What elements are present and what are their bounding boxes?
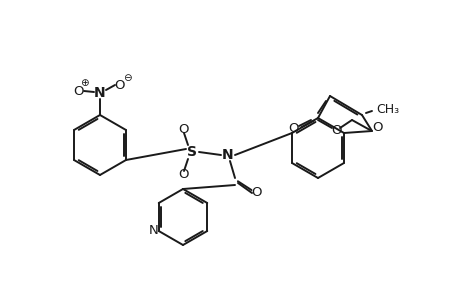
Text: O: O: [114, 79, 125, 92]
Text: O: O: [179, 122, 189, 136]
Text: O: O: [73, 85, 84, 98]
Text: N: N: [149, 224, 158, 238]
Text: N: N: [94, 86, 106, 100]
Text: O: O: [251, 187, 262, 200]
Text: N: N: [222, 148, 233, 162]
Text: O: O: [372, 121, 382, 134]
Text: ⊖: ⊖: [123, 73, 131, 83]
Text: O: O: [331, 124, 341, 136]
Text: S: S: [187, 145, 196, 159]
Text: CH₃: CH₃: [375, 103, 398, 116]
Text: ⊕: ⊕: [79, 78, 88, 88]
Text: O: O: [288, 122, 299, 134]
Text: O: O: [179, 169, 189, 182]
